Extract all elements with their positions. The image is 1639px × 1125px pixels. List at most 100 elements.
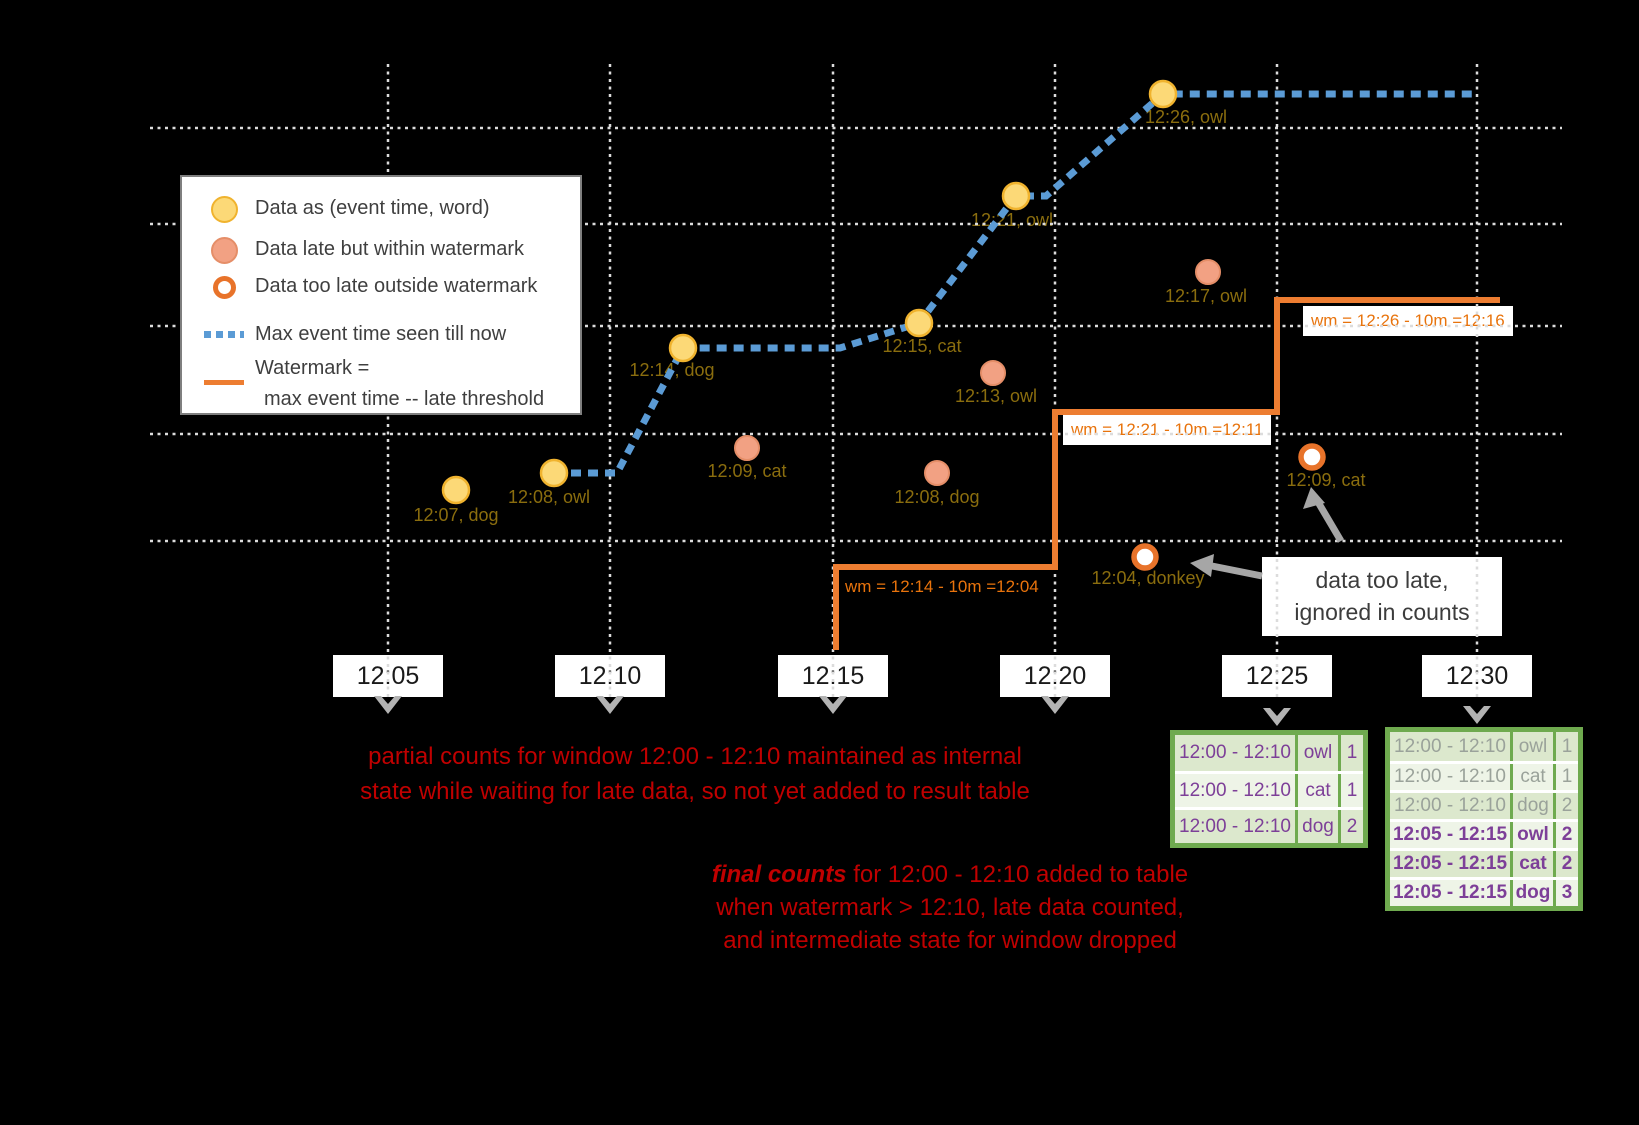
cell-count: 2 xyxy=(1556,851,1578,877)
point-on-time xyxy=(1001,181,1031,211)
cell-count: 1 xyxy=(1341,774,1363,807)
solid-line-icon xyxy=(204,380,244,385)
too-late-ring-icon xyxy=(213,276,236,299)
legend-item-label: Max event time seen till now xyxy=(255,323,507,345)
note-partial-line1: partial counts for window 12:00 - 12:10 … xyxy=(368,743,1022,770)
point-too-late xyxy=(1298,443,1326,471)
cell-window: 12:00 - 12:10 xyxy=(1390,793,1510,819)
dotted-line-icon xyxy=(204,331,244,338)
cell-word: owl xyxy=(1513,822,1553,848)
cell-word: dog xyxy=(1513,880,1553,906)
table-row: 12:00 - 12:10 cat 1 xyxy=(1175,771,1363,807)
legend-item-label: Data too late outside watermark xyxy=(255,275,538,297)
result-table-12-30: 12:00 - 12:10 owl 1 12:00 - 12:10 cat 1 … xyxy=(1385,727,1583,911)
axis-tick-12-30: 12:30 xyxy=(1422,655,1532,697)
cell-count: 2 xyxy=(1556,793,1578,819)
watermark-label-3: wm = 12:26 - 10m =12:16 xyxy=(1303,306,1513,336)
point-on-time xyxy=(668,333,698,363)
note-final-line2: when watermark > 12:10, late data counte… xyxy=(716,894,1184,921)
too-late-callout-line1: data too late, xyxy=(1315,567,1449,593)
point-on-time xyxy=(539,458,569,488)
cell-window: 12:05 - 12:15 xyxy=(1390,880,1510,906)
note-final-counts: final counts for 12:00 - 12:10 added to … xyxy=(555,858,1345,957)
point-too-late xyxy=(1131,543,1159,571)
note-partial-counts: partial counts for window 12:00 - 12:10 … xyxy=(270,739,1120,809)
legend-item-label: Data late but within watermark xyxy=(255,238,525,260)
watermark-label-2: wm = 12:21 - 10m =12:11 xyxy=(1063,415,1272,445)
point-label: 12:17, owl xyxy=(1164,286,1248,306)
note-final-line3: and intermediate state for window droppe… xyxy=(723,927,1177,954)
axis-arrowheads xyxy=(374,696,1491,726)
point-late xyxy=(1195,259,1221,285)
cell-window: 12:05 - 12:15 xyxy=(1390,822,1510,848)
arrow-down-icon xyxy=(596,696,624,714)
cell-word: dog xyxy=(1513,793,1553,819)
too-late-points xyxy=(1131,443,1326,571)
cell-window: 12:00 - 12:10 xyxy=(1175,810,1295,843)
arrow-down-icon xyxy=(374,696,402,714)
axis-tick-12-15: 12:15 xyxy=(778,655,888,697)
table-row: 12:00 - 12:10 dog 2 xyxy=(1390,790,1578,819)
arrow-down-icon xyxy=(819,696,847,714)
arrow-down-icon xyxy=(1463,706,1491,724)
late-points xyxy=(734,259,1221,486)
cell-window: 12:00 - 12:10 xyxy=(1175,774,1295,807)
cell-count: 1 xyxy=(1556,764,1578,790)
point-label: 12:13, owl xyxy=(954,386,1038,406)
point-label: 12:14, dog xyxy=(629,360,715,380)
cell-count: 2 xyxy=(1556,822,1578,848)
too-late-callout: data too late, ignored in counts xyxy=(1262,557,1502,636)
cell-count: 1 xyxy=(1341,735,1363,771)
table-row: 12:00 - 12:10 cat 1 xyxy=(1390,761,1578,790)
point-late xyxy=(980,360,1006,386)
cell-count: 3 xyxy=(1556,880,1578,906)
table-row: 12:05 - 12:15 cat 2 xyxy=(1390,848,1578,877)
axis-tick-12-05: 12:05 xyxy=(333,655,443,697)
point-late xyxy=(734,435,760,461)
point-on-time xyxy=(904,308,934,338)
note-final-lead: final counts xyxy=(711,861,847,888)
point-label: 12:09, cat xyxy=(1286,470,1366,490)
arrow-down-icon xyxy=(1263,708,1291,726)
legend-item-label: Watermark = xyxy=(255,357,370,379)
point-on-time xyxy=(1148,79,1178,109)
note-final-line1-rest: for 12:00 - 12:10 added to table xyxy=(846,861,1189,888)
axis-tick-12-25: 12:25 xyxy=(1222,655,1332,697)
point-label: 12:15, cat xyxy=(882,336,962,356)
cell-window: 12:00 - 12:10 xyxy=(1390,764,1510,790)
cell-count: 2 xyxy=(1341,810,1363,843)
table-row: 12:00 - 12:10 owl 1 xyxy=(1390,732,1578,761)
point-label: 12:09, cat xyxy=(707,461,787,481)
point-label: 12:21, owl xyxy=(970,210,1054,230)
too-late-callout-line2: ignored in counts xyxy=(1294,599,1470,625)
cell-window: 12:05 - 12:15 xyxy=(1390,851,1510,877)
legend: Data as (event time, word) Data late but… xyxy=(180,175,582,415)
legend-item-label2: max event time -- late threshold xyxy=(264,388,545,410)
arrow-to-donkey xyxy=(1211,562,1263,580)
point-late xyxy=(924,460,950,486)
late-dot-icon xyxy=(211,237,238,264)
legend-item-label: Data as (event time, word) xyxy=(255,197,490,219)
point-on-time xyxy=(441,475,471,505)
point-label: 12:07, dog xyxy=(413,505,499,525)
table-row: 12:00 - 12:10 owl 1 xyxy=(1175,735,1363,771)
table-row: 12:05 - 12:15 dog 3 xyxy=(1390,877,1578,906)
result-table-12-25: 12:00 - 12:10 owl 1 12:00 - 12:10 cat 1 … xyxy=(1170,730,1368,848)
axis-tick-12-20: 12:20 xyxy=(1000,655,1110,697)
arrow-down-icon xyxy=(1041,696,1069,714)
table-row: 12:00 - 12:10 dog 2 xyxy=(1175,807,1363,843)
on-time-dot-icon xyxy=(211,196,238,223)
table-row: 12:05 - 12:15 owl 2 xyxy=(1390,819,1578,848)
axis-tick-12-10: 12:10 xyxy=(555,655,665,697)
point-label: 12:08, owl xyxy=(507,487,591,507)
cell-window: 12:00 - 12:10 xyxy=(1175,735,1295,771)
watermark-label-1: wm = 12:14 - 10m =12:04 xyxy=(845,577,1039,596)
cell-count: 1 xyxy=(1556,732,1578,761)
point-label: 12:26, owl xyxy=(1144,107,1228,127)
max-event-time-line xyxy=(554,90,1477,477)
cell-word: owl xyxy=(1298,735,1338,771)
cell-word: cat xyxy=(1513,851,1553,877)
note-final-line1: final counts for 12:00 - 12:10 added to … xyxy=(555,858,1345,891)
cell-word: dog xyxy=(1298,810,1338,843)
